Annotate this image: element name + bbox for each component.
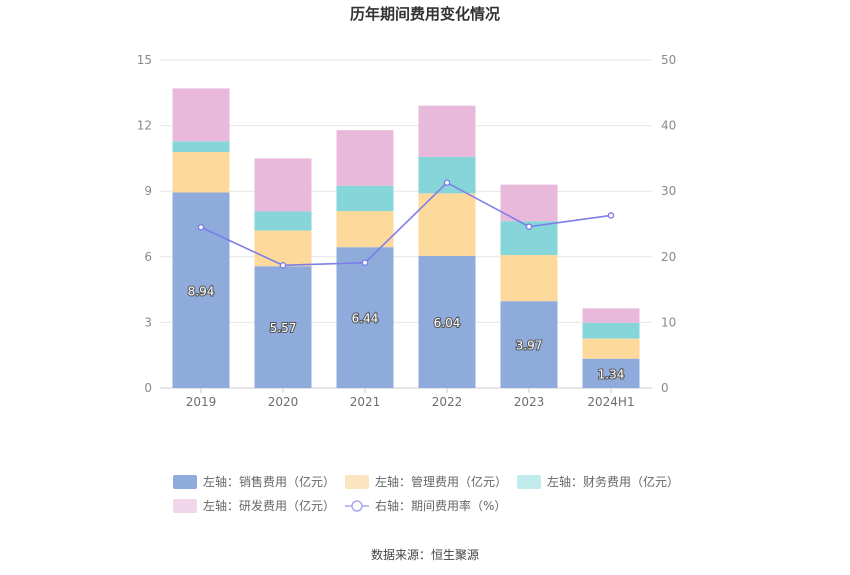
bar-segment-1: [336, 247, 394, 388]
bar-labels: 8.94 5.57 6.44 6.04 3.97 1.34: [187, 283, 626, 382]
source-note: 数据来源：恒生聚源: [371, 547, 479, 562]
right-tick-label: 50: [661, 53, 676, 67]
rate-point: [607, 212, 615, 219]
left-tick-label: 15: [137, 53, 152, 67]
left-tick-label: 6: [144, 250, 152, 264]
bar-segment-3: [418, 156, 476, 194]
left-tick-label: 3: [144, 315, 152, 329]
bar-segment-3: [172, 141, 230, 153]
x-tick-label: 2023: [514, 395, 545, 409]
rate-point: [197, 223, 205, 231]
bar-value-label: 3.97: [516, 339, 543, 353]
bar-value-label: 6.44: [352, 312, 379, 326]
right-tick-label: 20: [661, 250, 676, 264]
right-tick-label: 0: [661, 381, 669, 395]
legend-label: 左轴：财务费用（亿元）: [547, 474, 679, 489]
left-tick-label: 12: [137, 119, 152, 133]
bar-segment-4: [500, 184, 558, 222]
left-tick-label: 9: [144, 184, 152, 198]
right-tick-label: 30: [661, 184, 676, 198]
rate-line-path: [200, 181, 612, 267]
bar-segment-4: [582, 308, 640, 323]
x-tick-label: 2022: [432, 395, 463, 409]
rate-point: [443, 179, 451, 186]
bar-segment-3: [582, 322, 640, 339]
bar-segment-2: [254, 230, 312, 267]
bar-segment-2: [418, 193, 476, 256]
bar-segment-2: [172, 152, 230, 193]
bar-segment-4: [172, 88, 230, 142]
left-tick-label: 0: [144, 381, 152, 395]
chart-title: 历年期间费用变化情况: [350, 5, 500, 23]
legend-label: 左轴：研发费用（亿元）: [203, 498, 335, 513]
bar-segment-1: [418, 255, 476, 388]
bar-value-label: 5.57: [270, 321, 297, 335]
legend-swatch: [345, 475, 369, 489]
bars: [172, 88, 640, 388]
grid: [160, 59, 652, 389]
bar-segment-1: [254, 266, 312, 388]
x-axis: 2019 2020 2021 2022 2023 2024H1: [186, 388, 635, 409]
legend-label: 右轴：期间费用率（%）: [375, 498, 506, 513]
bar-segment-2: [336, 211, 394, 248]
bar-segment-2: [582, 338, 640, 359]
rate-point: [361, 259, 369, 267]
legend-swatch: [173, 475, 197, 489]
x-tick-label: 2021: [350, 395, 381, 409]
x-tick-label: 2020: [268, 395, 299, 409]
legend: 左轴：销售费用（亿元） 左轴：管理费用（亿元） 左轴：财务费用（亿元） 左轴：研发费用…: [173, 474, 679, 513]
rate-line: [197, 179, 615, 269]
bar-segment-1: [582, 358, 640, 388]
x-tick-label: 2019: [186, 395, 217, 409]
bar-segment-4: [418, 105, 476, 157]
bar-segment-1: [500, 301, 558, 388]
right-tick-label: 40: [661, 119, 676, 133]
legend-label: 左轴：销售费用（亿元）: [203, 474, 335, 489]
left-axis: 0 3 6 9 12 15: [137, 53, 152, 395]
rate-point: [279, 262, 287, 269]
legend-swatch: [517, 475, 541, 489]
bar-segment-4: [336, 130, 394, 186]
bar-segment-2: [500, 255, 558, 302]
legend-label: 左轴：管理费用（亿元）: [375, 474, 507, 489]
bar-value-label: 1.34: [598, 367, 625, 381]
legend-swatch-marker: [351, 500, 363, 512]
right-tick-label: 10: [661, 315, 676, 329]
x-tick-label: 2024H1: [587, 395, 634, 409]
bar-segment-3: [336, 185, 394, 212]
rate-point: [525, 223, 533, 230]
bar-segment-4: [254, 158, 312, 212]
legend-swatch: [173, 499, 197, 513]
right-axis: 0 10 20 30 40 50: [661, 53, 676, 395]
bar-segment-3: [254, 211, 312, 231]
bar-value-label: 8.94: [188, 284, 215, 298]
bar-value-label: 6.04: [434, 316, 461, 330]
